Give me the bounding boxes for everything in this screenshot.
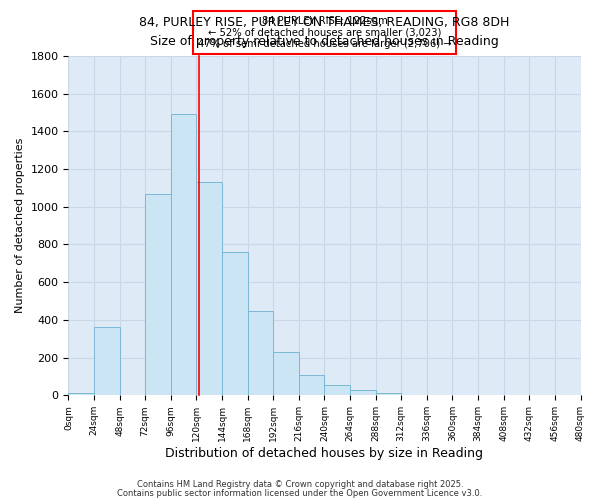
- Bar: [248, 312, 273, 396]
- Bar: [171, 114, 196, 396]
- X-axis label: Distribution of detached houses by size in Reading: Distribution of detached houses by size …: [166, 447, 484, 460]
- Bar: [145, 194, 171, 396]
- Y-axis label: Number of detached properties: Number of detached properties: [15, 138, 25, 314]
- Bar: [273, 352, 299, 396]
- Bar: [196, 182, 222, 396]
- Bar: [350, 390, 376, 396]
- Bar: [94, 328, 119, 396]
- Bar: [68, 392, 94, 396]
- Bar: [222, 252, 248, 396]
- Bar: [376, 392, 401, 396]
- Title: 84, PURLEY RISE, PURLEY ON THAMES, READING, RG8 8DH
Size of property relative to: 84, PURLEY RISE, PURLEY ON THAMES, READI…: [139, 16, 509, 48]
- Bar: [325, 385, 350, 396]
- Text: Contains HM Land Registry data © Crown copyright and database right 2025.: Contains HM Land Registry data © Crown c…: [137, 480, 463, 489]
- Text: Contains public sector information licensed under the Open Government Licence v3: Contains public sector information licen…: [118, 488, 482, 498]
- Bar: [299, 374, 325, 396]
- Text: 84 PURLEY RISE: 122sqm
← 52% of detached houses are smaller (3,023)
47% of semi-: 84 PURLEY RISE: 122sqm ← 52% of detached…: [197, 16, 451, 49]
